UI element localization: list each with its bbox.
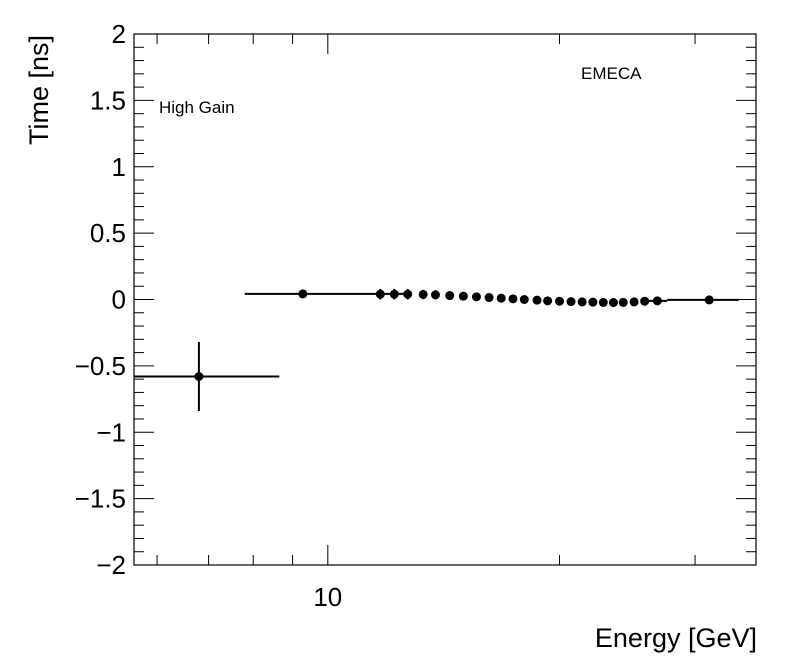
y-axis-title: Time [ns]: [24, 35, 54, 145]
point-marker: [496, 293, 506, 303]
x-axis-title: Energy [GeV]: [595, 623, 757, 653]
point-marker: [640, 296, 650, 306]
data-point: [134, 341, 280, 412]
point-marker: [508, 294, 518, 304]
data-point: [403, 288, 413, 300]
point-marker: [566, 297, 576, 307]
data-point: [532, 295, 542, 305]
point-marker: [532, 295, 542, 305]
data-point: [555, 296, 565, 306]
data-points: [134, 288, 739, 412]
y-tick-label: −1.5: [75, 484, 126, 514]
y-tick-label: −0.5: [75, 351, 126, 381]
point-marker: [418, 289, 428, 299]
point-marker: [430, 290, 440, 300]
annotation-emeca: EMECA: [581, 64, 642, 83]
tick-labels: 2 1.5 1 0.5 0 −0.5 −1 −1.5 −2 10: [75, 19, 343, 612]
point-marker: [704, 295, 714, 305]
data-point: [471, 292, 481, 302]
data-point: [647, 296, 668, 306]
y-tick-label: −2: [96, 550, 126, 580]
data-point: [618, 297, 628, 307]
point-marker: [652, 296, 662, 306]
point-marker: [577, 297, 587, 307]
point-marker: [519, 295, 529, 304]
point-marker: [555, 296, 565, 306]
axis-ticks: [134, 33, 756, 566]
point-marker: [403, 289, 413, 299]
point-marker: [484, 293, 494, 303]
point-marker: [471, 292, 481, 302]
data-point: [598, 297, 608, 307]
y-tick-label: 1: [112, 152, 126, 182]
data-point: [430, 290, 440, 300]
point-marker: [629, 297, 639, 307]
data-point: [458, 291, 468, 301]
point-marker: [608, 298, 618, 308]
point-marker: [458, 291, 468, 301]
y-tick-label: 2: [112, 19, 126, 49]
x-tick-label: 10: [313, 582, 342, 612]
data-point: [640, 296, 650, 306]
point-marker: [598, 297, 608, 307]
point-marker: [588, 297, 598, 307]
data-point: [629, 297, 639, 307]
y-tick-label: −1: [96, 417, 126, 447]
point-marker: [389, 289, 399, 299]
point-marker: [298, 289, 308, 299]
data-point: [375, 288, 385, 300]
point-marker: [618, 297, 628, 307]
data-point: [543, 296, 553, 306]
data-point: [577, 297, 587, 307]
data-point: [667, 295, 739, 305]
data-point: [484, 293, 494, 303]
data-point: [519, 295, 529, 304]
data-point: [389, 288, 399, 300]
data-point: [445, 291, 455, 301]
data-point: [508, 294, 518, 304]
data-point: [496, 293, 506, 303]
point-marker: [543, 296, 553, 306]
data-point: [588, 297, 598, 307]
point-marker: [445, 291, 455, 301]
point-marker: [194, 371, 204, 381]
annotation-high-gain: High Gain: [159, 98, 235, 117]
y-tick-label: 1.5: [90, 85, 126, 115]
data-point: [566, 297, 576, 307]
y-tick-label: 0.5: [90, 218, 126, 248]
data-point: [608, 298, 618, 308]
y-tick-label: 0: [112, 285, 126, 315]
data-point: [418, 289, 428, 300]
point-marker: [375, 289, 385, 299]
